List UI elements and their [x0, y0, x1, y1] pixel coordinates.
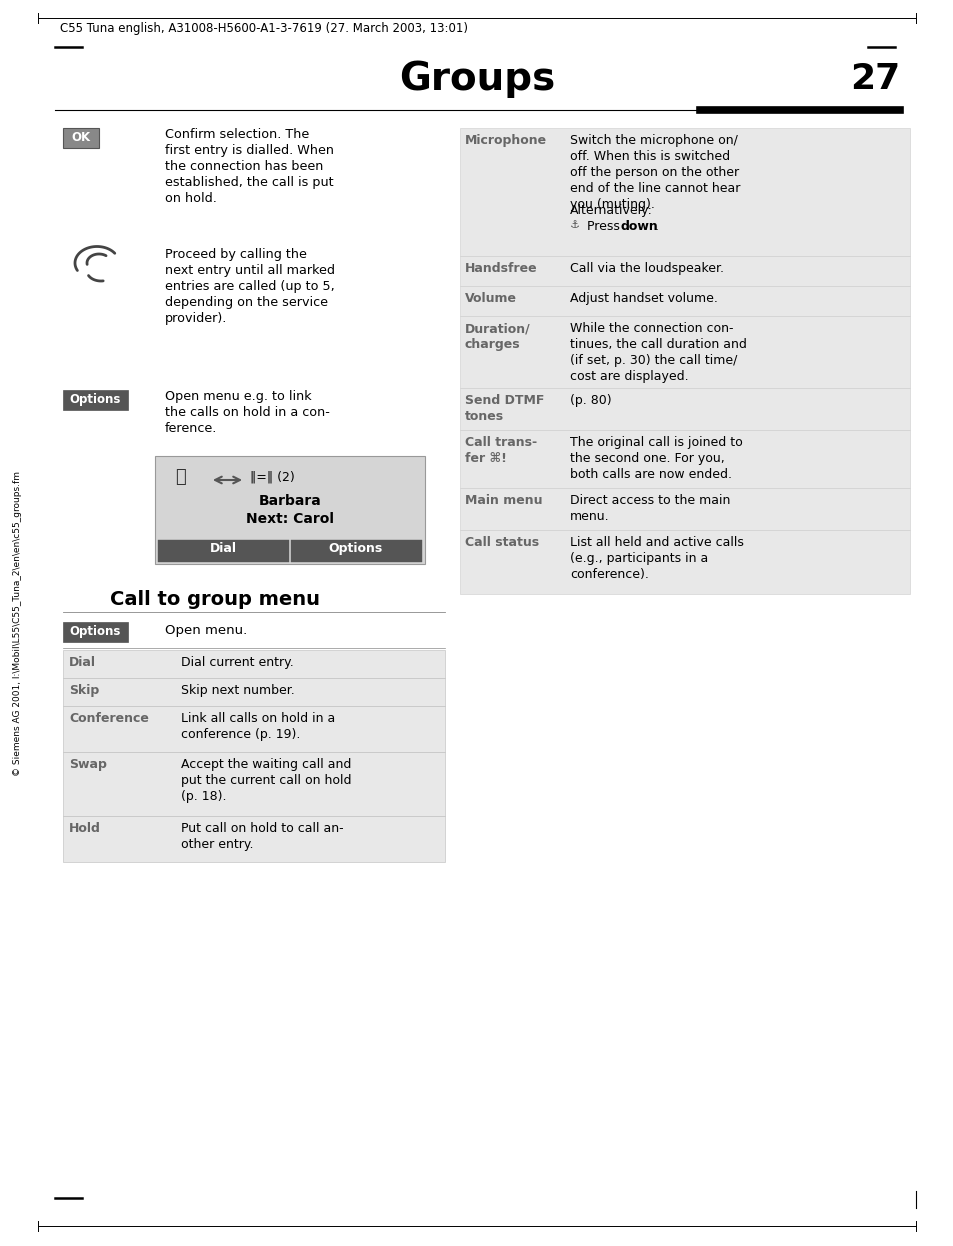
Text: Alternatively:: Alternatively: [569, 204, 652, 217]
Text: Call trans-
fer ⌘!: Call trans- fer ⌘! [464, 436, 537, 465]
Bar [63, 816, 444, 862]
Text: Call status: Call status [464, 536, 538, 549]
Text: While the connection con-
tinues, the call duration and
(if set, p. 30) the call: While the connection con- tinues, the ca… [569, 321, 746, 383]
Text: Microphone: Microphone [464, 135, 547, 147]
Text: List all held and active calls
(e.g., participants in a
conference).: List all held and active calls (e.g., pa… [569, 536, 743, 581]
Text: C55 Tuna english, A31008-H5600-A1-3-7619 (27. March 2003, 13:01): C55 Tuna english, A31008-H5600-A1-3-7619… [60, 22, 468, 35]
Text: (p. 80): (p. 80) [569, 394, 611, 407]
Bar [459, 128, 909, 255]
Text: Conference: Conference [69, 711, 149, 725]
Text: Next: Carol: Next: Carol [246, 512, 334, 526]
Text: Open menu.: Open menu. [165, 624, 247, 637]
Bar [63, 650, 444, 678]
Text: Put call on hold to call an-
other entry.: Put call on hold to call an- other entry… [181, 822, 343, 851]
Text: The original call is joined to
the second one. For you,
both calls are now ended: The original call is joined to the secon… [569, 436, 742, 481]
Bar [459, 287, 909, 316]
Text: Main menu: Main menu [464, 493, 542, 507]
Text: Dial current entry.: Dial current entry. [181, 655, 294, 669]
Bar [63, 753, 444, 816]
Text: Barbara: Barbara [258, 493, 321, 508]
Text: Direct access to the main
menu.: Direct access to the main menu. [569, 493, 730, 523]
Text: Options: Options [70, 625, 121, 638]
Text: Swap: Swap [69, 758, 107, 771]
Bar [63, 390, 128, 410]
Text: Groups: Groups [398, 60, 555, 98]
Bar [291, 540, 421, 562]
Text: Dial: Dial [210, 542, 236, 554]
Text: 27: 27 [849, 62, 899, 96]
Text: Link all calls on hold in a
conference (p. 19).: Link all calls on hold in a conference (… [181, 711, 335, 741]
Text: Press: Press [586, 221, 623, 233]
Text: Hold: Hold [69, 822, 101, 835]
Text: Options: Options [70, 392, 121, 406]
Text: ⎕: ⎕ [174, 468, 186, 486]
Text: Call to group menu: Call to group menu [110, 591, 319, 609]
Text: Dial: Dial [69, 655, 96, 669]
Text: ⚓: ⚓ [569, 221, 579, 231]
Bar [459, 316, 909, 388]
Text: Duration/
charges: Duration/ charges [464, 321, 530, 351]
Bar [63, 678, 444, 706]
Text: Options: Options [329, 542, 383, 554]
Text: Adjust handset volume.: Adjust handset volume. [569, 292, 717, 305]
Text: Confirm selection. The
first entry is dialled. When
the connection has been
esta: Confirm selection. The first entry is di… [165, 128, 334, 206]
Text: Skip: Skip [69, 684, 99, 697]
Text: Send DTMF
tones: Send DTMF tones [464, 394, 544, 422]
Text: Call via the loudspeaker.: Call via the loudspeaker. [569, 262, 723, 275]
Text: down: down [620, 221, 659, 233]
Text: Volume: Volume [464, 292, 517, 305]
Bar [63, 706, 444, 753]
Text: Open menu e.g. to link
the calls on hold in a con-
ference.: Open menu e.g. to link the calls on hold… [165, 390, 330, 435]
Text: OK: OK [71, 131, 91, 145]
Text: Handsfree: Handsfree [464, 262, 537, 275]
Bar [459, 388, 909, 430]
Text: Skip next number.: Skip next number. [181, 684, 294, 697]
Text: © Siemens AG 2001, I:\Mobil\L55\C55_Tuna_2\en\en\c55_groups.fm: © Siemens AG 2001, I:\Mobil\L55\C55_Tuna… [13, 471, 23, 775]
Bar [158, 540, 289, 562]
Bar [459, 530, 909, 594]
Bar [154, 456, 424, 564]
Bar [63, 128, 99, 148]
Text: Accept the waiting call and
put the current call on hold
(p. 18).: Accept the waiting call and put the curr… [181, 758, 351, 802]
Text: .: . [655, 221, 659, 233]
Text: ‖=‖ (2): ‖=‖ (2) [250, 470, 294, 483]
Bar [459, 255, 909, 287]
Bar [63, 622, 128, 642]
Bar [459, 488, 909, 530]
Text: Switch the microphone on/
off. When this is switched
off the person on the other: Switch the microphone on/ off. When this… [569, 135, 740, 211]
Bar [459, 430, 909, 488]
Text: Proceed by calling the
next entry until all marked
entries are called (up to 5,
: Proceed by calling the next entry until … [165, 248, 335, 325]
